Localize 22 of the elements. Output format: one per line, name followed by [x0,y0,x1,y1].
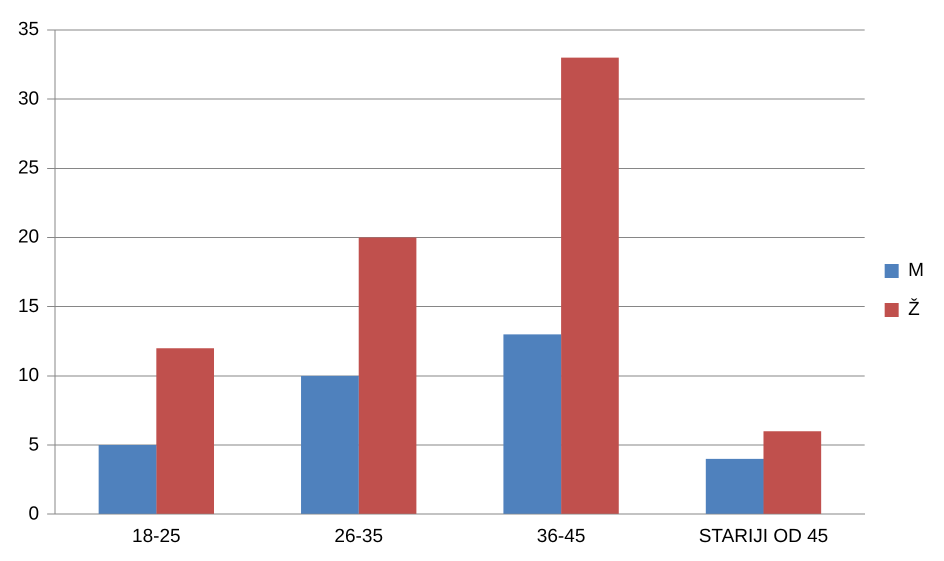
y-tick-label: 15 [18,296,40,317]
bar [301,376,359,514]
bar [98,445,156,514]
bar [358,238,416,514]
y-tick-label: 20 [18,226,40,248]
y-tick-label: 30 [18,88,40,110]
x-tick-label: STARIJI OD 45 [698,526,828,547]
legend-label: M [908,260,924,282]
y-tick-label: 10 [18,365,40,386]
y-tick-label: 25 [18,158,40,179]
y-tick-label: 5 [28,434,40,456]
bar [561,58,619,514]
bar [503,334,562,514]
x-tick-label: 18-25 [132,526,181,547]
y-tick-label: 0 [28,503,40,524]
bar [706,458,764,514]
legend-label: Ž [908,298,920,320]
bar [763,431,822,514]
y-tick-label: 35 [18,19,40,40]
bar [156,348,214,514]
x-tick-label: 26-35 [334,526,384,547]
x-tick-label: 36-45 [536,526,586,547]
